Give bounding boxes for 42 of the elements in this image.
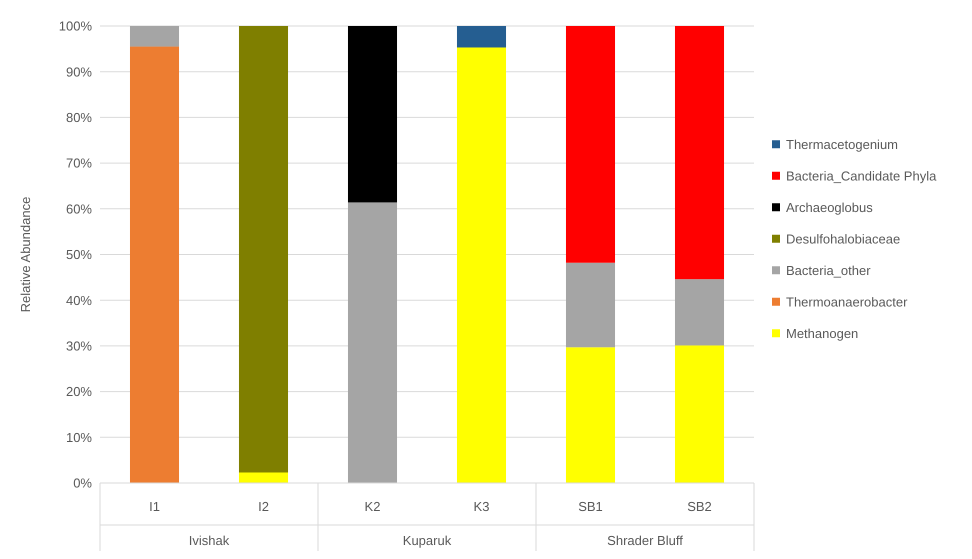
x-tick-label: K3: [474, 499, 490, 514]
y-tick-label: 30%: [66, 338, 92, 354]
x-tick-label: I1: [149, 499, 160, 514]
text: Ivishak: [188, 533, 230, 548]
bar: [348, 26, 398, 202]
bar: [566, 347, 616, 483]
bar: [456, 26, 506, 48]
bar: [130, 26, 180, 47]
x-tick-label: SB2: [687, 499, 712, 514]
bar: [456, 47, 506, 483]
legend-label: Thermacetogenium: [786, 136, 898, 152]
bar: [674, 26, 724, 280]
bar: [566, 26, 616, 263]
bar: [674, 345, 724, 483]
legend-label: Bacteria_other: [786, 262, 872, 278]
legend-label: Bacteria_Candidate Phyla: [786, 168, 938, 184]
y-tick-label: 20%: [66, 384, 92, 400]
y-tick-label: 100%: [58, 18, 92, 34]
y-tick-label: 40%: [66, 292, 92, 308]
x-tick-label: SB1: [578, 499, 603, 514]
legend-label: Thermoanaerobacter: [786, 294, 908, 310]
y-tick-label: 0%: [73, 476, 92, 491]
y-tick-label: 80%: [66, 110, 92, 125]
legend-label: Archaeoglobus: [786, 200, 874, 215]
bar: [238, 26, 288, 472]
legend-label: Methanogen: [786, 326, 858, 341]
bar: [238, 472, 288, 483]
bar: [130, 46, 180, 483]
y-tick-label: 60%: [66, 201, 92, 216]
x-tick-label: I2: [258, 499, 269, 514]
y-tick-label: 10%: [66, 430, 92, 445]
bar: [674, 279, 724, 346]
legend-label: Desulfohalobiaceae: [786, 231, 900, 246]
y-axis-title: Relative Abundance: [18, 196, 33, 312]
text: Shrader Bluff: [607, 533, 684, 548]
y-tick-label: 90%: [66, 64, 92, 80]
y-tick-label: 70%: [66, 156, 92, 171]
bar: [348, 202, 398, 483]
x-tick-label: K2: [364, 499, 380, 514]
bar: [566, 262, 616, 348]
y-tick-label: 50%: [66, 247, 92, 262]
text: Kuparuk: [402, 533, 452, 548]
